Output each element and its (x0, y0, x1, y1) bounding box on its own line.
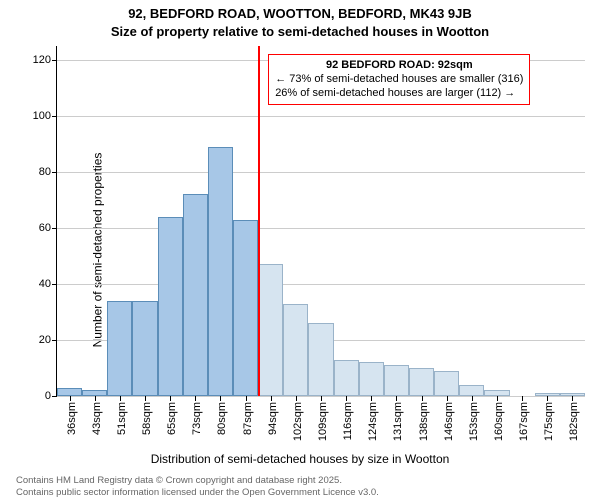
annotation-line-2: ← 73% of semi-detached houses are smalle… (275, 73, 523, 87)
histogram-bar (158, 217, 183, 396)
xtick-label: 116sqm (342, 402, 354, 440)
xtick-label: 160sqm (493, 402, 505, 441)
histogram-bar (359, 362, 384, 396)
xtick-label: 36sqm (66, 402, 78, 435)
plot-area: 02040608010012036sqm43sqm51sqm58sqm65sqm… (56, 46, 585, 397)
xtick-mark (422, 396, 423, 401)
chart-title-sub: Size of property relative to semi-detach… (0, 24, 600, 39)
ytick-label: 20 (39, 334, 57, 346)
xtick-mark (497, 396, 498, 401)
gridline (57, 228, 585, 229)
xtick-label: 182sqm (568, 402, 580, 441)
xtick-label: 58sqm (141, 402, 153, 435)
xtick-mark (346, 396, 347, 401)
xtick-mark (195, 396, 196, 401)
xtick-mark (95, 396, 96, 401)
xtick-label: 80sqm (216, 402, 228, 435)
xtick-mark (170, 396, 171, 401)
annotation-line-1: 92 BEDFORD ROAD: 92sqm (275, 59, 523, 73)
xtick-label: 109sqm (317, 402, 329, 441)
histogram-bar (57, 388, 82, 396)
ytick-label: 0 (45, 390, 57, 402)
xtick-label: 102sqm (292, 402, 304, 441)
histogram-bar (107, 301, 132, 396)
ytick-label: 40 (39, 278, 57, 290)
xtick-mark (271, 396, 272, 401)
xtick-mark (447, 396, 448, 401)
chart-title-main: 92, BEDFORD ROAD, WOOTTON, BEDFORD, MK43… (0, 6, 600, 21)
xtick-label: 138sqm (418, 402, 430, 441)
xtick-label: 43sqm (91, 402, 103, 435)
xtick-label: 51sqm (116, 402, 128, 435)
histogram-bar (459, 385, 484, 396)
histogram-bar (258, 264, 283, 396)
xtick-mark (547, 396, 548, 401)
histogram-bar (283, 304, 308, 396)
histogram-bar (132, 301, 157, 396)
histogram-bar (434, 371, 459, 396)
ytick-label: 100 (33, 110, 57, 122)
xtick-label: 73sqm (191, 402, 203, 435)
xtick-label: 124sqm (367, 402, 379, 441)
gridline (57, 284, 585, 285)
annotation-box: 92 BEDFORD ROAD: 92sqm← 73% of semi-deta… (268, 54, 530, 105)
xtick-mark (321, 396, 322, 401)
xtick-label: 153sqm (468, 402, 480, 441)
xtick-label: 87sqm (242, 402, 254, 435)
xtick-mark (145, 396, 146, 401)
xtick-mark (220, 396, 221, 401)
histogram-chart: 92, BEDFORD ROAD, WOOTTON, BEDFORD, MK43… (0, 0, 600, 500)
footer-line-2: Contains public sector information licen… (16, 487, 379, 498)
ytick-label: 120 (33, 54, 57, 66)
histogram-bar (384, 365, 409, 396)
reference-line (258, 46, 260, 396)
gridline (57, 172, 585, 173)
xtick-mark (572, 396, 573, 401)
annotation-line-3: 26% of semi-detached houses are larger (… (275, 87, 523, 101)
histogram-bar (409, 368, 434, 396)
xtick-mark (522, 396, 523, 401)
xtick-mark (296, 396, 297, 401)
ytick-label: 60 (39, 222, 57, 234)
xtick-label: 65sqm (166, 402, 178, 435)
footer-line-1: Contains HM Land Registry data © Crown c… (16, 475, 342, 486)
xtick-mark (396, 396, 397, 401)
xtick-label: 146sqm (443, 402, 455, 441)
ytick-label: 80 (39, 166, 57, 178)
gridline (57, 116, 585, 117)
xtick-mark (472, 396, 473, 401)
xtick-label: 94sqm (267, 402, 279, 435)
xtick-label: 131sqm (392, 402, 404, 441)
histogram-bar (183, 194, 208, 396)
xtick-mark (120, 396, 121, 401)
xtick-mark (371, 396, 372, 401)
histogram-bar (334, 360, 359, 396)
xtick-mark (70, 396, 71, 401)
xtick-label: 175sqm (543, 402, 555, 441)
xtick-label: 167sqm (518, 402, 530, 441)
x-axis-label: Distribution of semi-detached houses by … (0, 452, 600, 466)
histogram-bar (308, 323, 333, 396)
xtick-mark (246, 396, 247, 401)
histogram-bar (208, 147, 233, 396)
histogram-bar (233, 220, 258, 396)
